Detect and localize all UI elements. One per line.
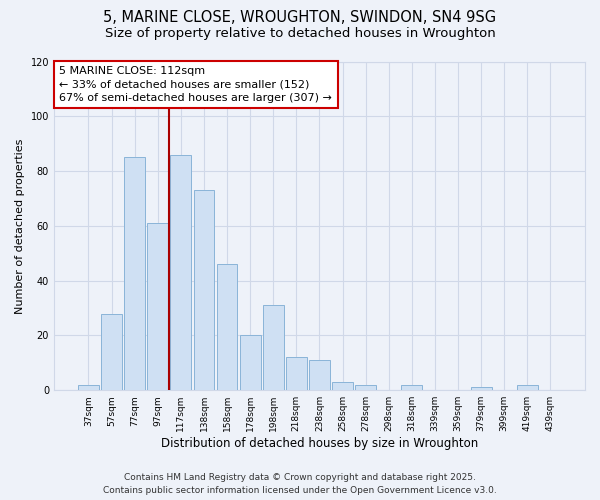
Bar [286, 358, 307, 390]
Bar [148, 223, 168, 390]
Text: 5 MARINE CLOSE: 112sqm
← 33% of detached houses are smaller (152)
67% of semi-de: 5 MARINE CLOSE: 112sqm ← 33% of detached… [59, 66, 332, 103]
Bar [263, 306, 284, 390]
Bar [101, 314, 122, 390]
Bar [355, 384, 376, 390]
Bar [471, 388, 491, 390]
Bar [194, 190, 214, 390]
Bar [401, 384, 422, 390]
Bar [78, 384, 99, 390]
Bar [170, 154, 191, 390]
Bar [309, 360, 330, 390]
Bar [517, 384, 538, 390]
Text: 5, MARINE CLOSE, WROUGHTON, SWINDON, SN4 9SG: 5, MARINE CLOSE, WROUGHTON, SWINDON, SN4… [103, 10, 497, 25]
Y-axis label: Number of detached properties: Number of detached properties [15, 138, 25, 314]
Bar [240, 336, 260, 390]
Bar [124, 158, 145, 390]
Bar [217, 264, 238, 390]
X-axis label: Distribution of detached houses by size in Wroughton: Distribution of detached houses by size … [161, 437, 478, 450]
Bar [332, 382, 353, 390]
Text: Size of property relative to detached houses in Wroughton: Size of property relative to detached ho… [104, 28, 496, 40]
Text: Contains HM Land Registry data © Crown copyright and database right 2025.
Contai: Contains HM Land Registry data © Crown c… [103, 474, 497, 495]
